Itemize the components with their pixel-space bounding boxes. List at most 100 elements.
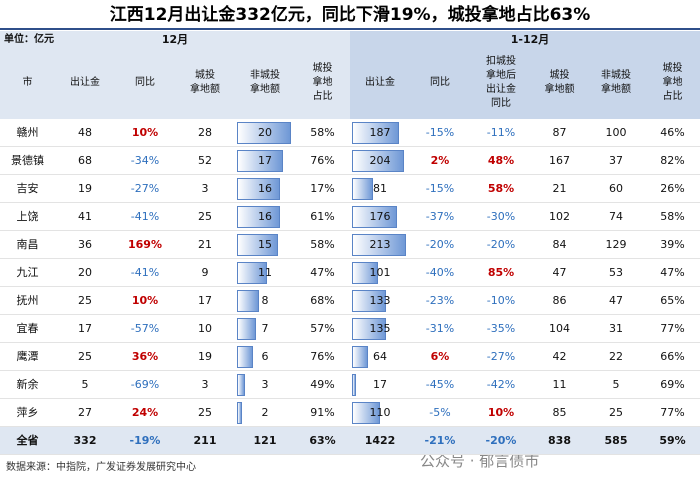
column-header: 出让金: [365, 77, 395, 88]
data-bar: [237, 290, 259, 312]
column-header: 城投 拿地额: [190, 70, 220, 95]
cell: 52: [198, 154, 212, 167]
column-header: 市: [22, 77, 33, 88]
data-bar: [352, 122, 400, 144]
row-bg: [0, 259, 700, 287]
cell: 213: [369, 238, 391, 251]
cell: 66%: [660, 350, 685, 363]
cell: 84: [552, 238, 567, 251]
title: 江西12月出让金332亿元，同比下滑19%，城投拿地占比63%: [0, 0, 700, 30]
cell: 5: [612, 378, 620, 391]
cell: 17%: [310, 182, 335, 195]
cell: 10%: [131, 126, 159, 139]
column-header: 非城投 拿地额: [601, 70, 631, 95]
cell: 49%: [310, 378, 335, 391]
data-bar: [352, 290, 386, 312]
data-bar: [352, 234, 406, 256]
cell: 25: [198, 406, 212, 419]
cell: -15%: [425, 182, 455, 195]
cell: 6: [261, 350, 269, 363]
cell: 204: [369, 154, 391, 167]
cell: 10%: [131, 294, 159, 307]
cell: 46%: [660, 126, 685, 139]
cell: 2: [261, 406, 269, 419]
cell: 3: [261, 378, 269, 391]
cell: 31: [609, 322, 623, 335]
cell: 上饶: [16, 210, 39, 223]
cell: 南昌: [16, 238, 39, 251]
cell: -10%: [486, 294, 516, 307]
cell: -20%: [485, 434, 517, 447]
cell: -27%: [486, 350, 516, 363]
cell: 47%: [310, 266, 335, 279]
cell: 20: [258, 126, 272, 139]
cell: 57%: [310, 322, 335, 335]
cell: 宜春: [16, 322, 39, 335]
cell: 110: [369, 406, 391, 419]
cell: 135: [369, 322, 391, 335]
cell: -69%: [130, 378, 160, 391]
cell: -42%: [486, 378, 516, 391]
row-bg: [0, 287, 700, 315]
watermark: 公众号 · 郁言债市: [420, 452, 540, 470]
cell: 77%: [660, 406, 685, 419]
cell: -20%: [425, 238, 455, 251]
cell: 69%: [660, 378, 685, 391]
cell: 65%: [660, 294, 685, 307]
column-header: 城投 拿地 占比: [662, 63, 683, 102]
data-bar: [352, 374, 357, 396]
cell: 332: [73, 434, 97, 447]
cell: 37: [609, 154, 623, 167]
cell: 104: [549, 322, 570, 335]
cell: 85: [552, 406, 567, 419]
cell: 47%: [660, 266, 685, 279]
cell: 2%: [430, 154, 450, 167]
cell: 53: [609, 266, 623, 279]
cell: -19%: [129, 434, 161, 447]
data-bar: [237, 122, 291, 144]
data-bar: [237, 346, 254, 368]
cell: 萍乡: [16, 406, 39, 419]
cell: 19: [78, 182, 92, 195]
data-bar: [237, 402, 243, 424]
data-bar: [237, 206, 281, 228]
cell: 169%: [128, 238, 162, 251]
cell: 58%: [660, 210, 685, 223]
data-bar: [352, 178, 373, 200]
header-bg: [0, 31, 350, 119]
cell: -15%: [425, 126, 455, 139]
cell: 1422: [364, 434, 396, 447]
row-bg: [0, 399, 700, 427]
cell: 22: [609, 350, 623, 363]
cell: 17: [198, 294, 212, 307]
cell: 76%: [310, 350, 335, 363]
column-header: 非城投 拿地额: [250, 70, 280, 95]
row-bg: [0, 315, 700, 343]
cell: 74: [609, 210, 623, 223]
cell: 19: [198, 350, 212, 363]
data-bar: [237, 234, 278, 256]
cell: 58%: [310, 126, 335, 139]
row-bg: [0, 175, 700, 203]
row-bg: [0, 371, 700, 399]
cell: -5%: [429, 406, 451, 419]
cell: 211: [193, 434, 217, 447]
data-bar: [352, 402, 380, 424]
group-header: 1-12月: [510, 33, 550, 46]
cell: 10%: [487, 406, 515, 419]
cell: 41: [78, 210, 92, 223]
cell: 102: [549, 210, 570, 223]
cell: 58%: [487, 182, 515, 195]
cell: 3: [201, 378, 209, 391]
data-bar: [237, 150, 283, 172]
cell: 25: [78, 294, 92, 307]
cell: 133: [369, 294, 391, 307]
cell: 九江: [16, 266, 39, 279]
row-bg: [0, 343, 700, 371]
cell: 26%: [660, 182, 685, 195]
cell: 9: [201, 266, 209, 279]
cell: 48: [78, 126, 92, 139]
data-bar: [352, 318, 387, 340]
column-header: 同比: [430, 77, 450, 88]
cell: -45%: [425, 378, 455, 391]
